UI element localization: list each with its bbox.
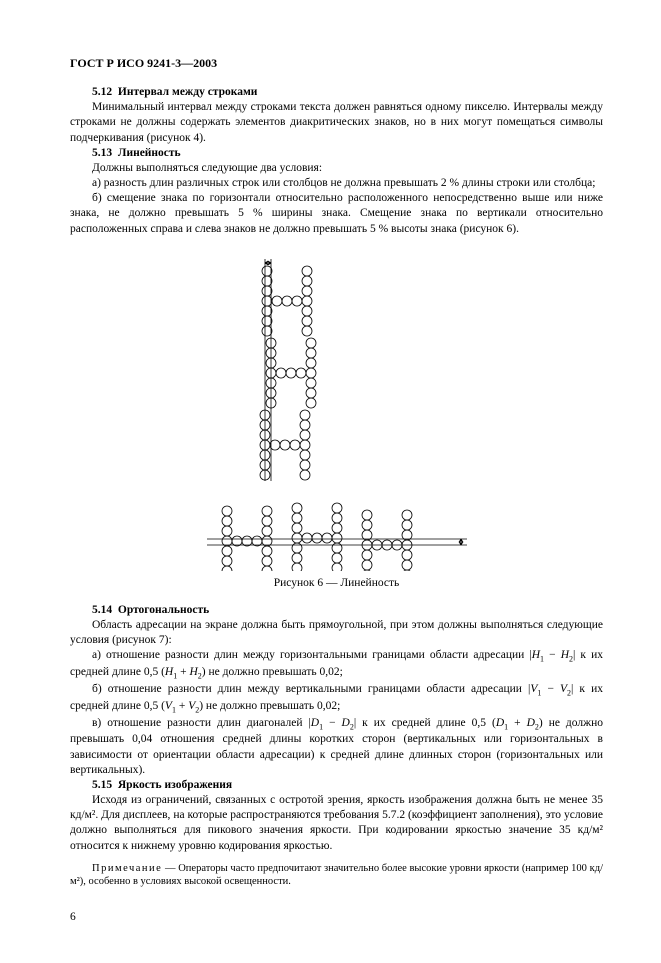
var-h1: H [532,649,540,661]
plus: + [508,717,526,729]
minus: − [544,649,561,661]
section-title-text: Интервал между строками [118,86,258,98]
section-title-text: Ортогональность [118,604,209,616]
var-d2: D [342,717,350,729]
minus: − [541,683,560,695]
standard-code-header: ГОСТ Р ИСО 9241-3—2003 [70,56,603,71]
plus: + [176,700,188,712]
section-5-13-p1: Должны выполняться следующие два условия… [70,161,603,176]
section-5-14-p2: а) отношение разности длин между горизон… [70,648,603,682]
var-d2: D [527,717,535,729]
text-fragment: | к их средней длине 0,5 ( [354,717,496,729]
section-title-text: Яркость изображения [118,779,232,791]
section-5-12-heading: 5.12 Интервал между строками [70,85,603,100]
section-5-13-p2: а) разность длин различных строк или сто… [70,176,603,191]
section-5-14-heading: 5.14 Ортогональность [70,603,603,618]
section-5-15-heading: 5.15 Яркость изображения [70,778,603,793]
figure-6-linearity [197,251,477,571]
figure-6-caption: Рисунок 6 — Линейность [70,577,603,589]
text-fragment: ) не должно превышать 0,02; [199,700,340,712]
section-title-text: Линейность [118,147,181,159]
text-fragment: а) отношение разности длин между горизон… [92,649,532,661]
minus: − [323,717,341,729]
section-5-14-p4: в) отношение разности длин диагоналей |D… [70,716,603,778]
note-label: Примечание [92,863,162,874]
section-5-14-p3: б) отношение разности длин между вертика… [70,682,603,716]
var-v1: V [165,700,172,712]
text-fragment: в) отношение разности длин диагоналей | [92,717,311,729]
plus: + [177,666,189,678]
var-h2: H [189,666,197,678]
text-fragment: ) не должно превышать 0,02; [202,666,343,678]
var-h2: H [561,649,569,661]
section-5-15-p1: Исходя из ограничений, связанных с остро… [70,793,603,854]
section-5-12-p1: Минимальный интервал между строками текс… [70,100,603,146]
section-number: 5.13 [92,147,112,159]
page-number: 6 [70,911,603,923]
section-5-15-note: Примечание — Операторы часто предпочитаю… [70,862,603,889]
text-fragment: б) отношение разности длин между вертика… [92,683,530,695]
section-5-14-p1: Область адресации на экране должна быть … [70,618,603,648]
section-number: 5.14 [92,604,112,616]
section-number: 5.12 [92,86,112,98]
section-5-13-heading: 5.13 Линейность [70,146,603,161]
section-5-13-p3: б) смещение знака по горизонтали относит… [70,191,603,237]
var-d1: D [496,717,504,729]
var-v2: V [560,683,567,695]
var-h1: H [165,666,173,678]
section-number: 5.15 [92,779,112,791]
var-d1: D [311,717,319,729]
document-page: ГОСТ Р ИСО 9241-3—2003 5.12 Интервал меж… [0,0,661,963]
